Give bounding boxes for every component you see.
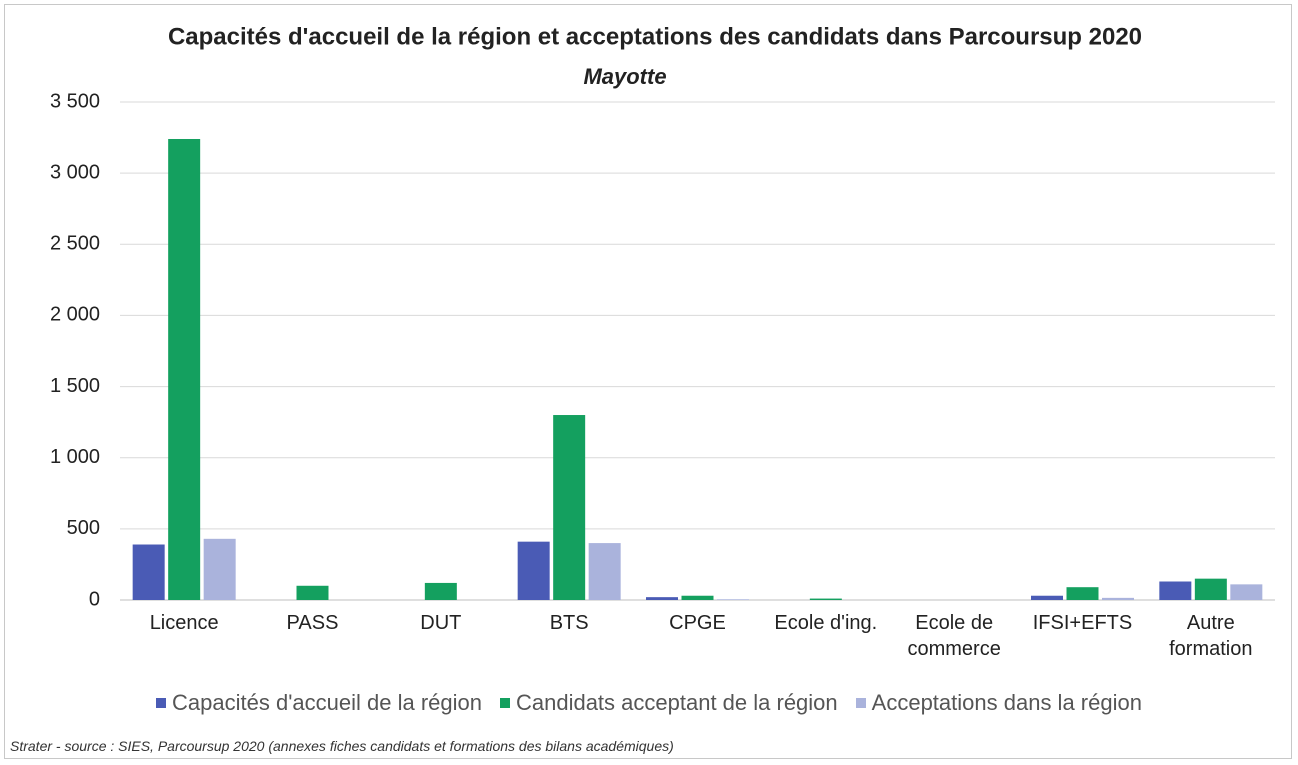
legend: Capacités d'accueil de la région Candidat… [0, 690, 1298, 716]
bar [646, 597, 678, 600]
x-tick-label-box: PASS [286, 612, 339, 634]
x-tick-label: Autre formation [1169, 612, 1253, 660]
y-tick-label: 2 000 [50, 304, 100, 326]
x-tick-label-box: Ecole d'ing. [774, 612, 878, 634]
x-tick-label-box: Ecole de commerce [907, 612, 1001, 660]
x-tick-label-box: DUT [420, 612, 462, 634]
bar [1159, 581, 1192, 600]
bar [809, 598, 842, 600]
y-tick-label: 0 [89, 588, 100, 610]
legend-swatch [855, 698, 866, 708]
bar [132, 544, 165, 600]
y-tick-label: 3 500 [50, 90, 100, 112]
bar [1066, 587, 1099, 600]
bar [588, 543, 621, 600]
legend-item: Capacités d'accueil de la région [156, 690, 482, 716]
x-tick-label-box: Autre formation [1169, 612, 1253, 660]
legend-swatch [156, 698, 167, 708]
x-tick-label-box: IFSI+EFTS [1032, 612, 1133, 634]
bar [203, 538, 236, 600]
source-note: Strater - source : SIES, Parcoursup 2020… [10, 738, 674, 754]
bar [553, 415, 586, 600]
bar [296, 585, 329, 600]
x-tick-label: Licence [149, 612, 219, 634]
bar [1031, 595, 1063, 600]
y-tick-label: 500 [67, 517, 100, 539]
legend-label: Capacités d'accueil de la région [172, 690, 482, 715]
x-tick-label-box: BTS [549, 612, 589, 634]
bar [1102, 597, 1134, 600]
bar [681, 595, 714, 600]
chart-title: Capacités d'accueil de la région et acce… [168, 23, 1142, 50]
legend-item: Acceptations dans la région [855, 690, 1142, 716]
y-tick-label: 1 500 [50, 375, 100, 397]
y-tick-label: 1 000 [50, 446, 100, 468]
chart: Capacités d'accueil de la région et acce… [50, 23, 1275, 660]
x-tick-label: Ecole d'ing. [774, 612, 878, 634]
bar [717, 599, 749, 600]
legend-label: Acceptations dans la région [871, 690, 1142, 715]
y-tick-label: 2 500 [50, 233, 100, 255]
x-tick-label: Ecole de commerce [907, 612, 1001, 660]
x-tick-label: BTS [549, 612, 589, 634]
legend-item: Candidats acceptant de la région [499, 690, 838, 716]
bar [168, 138, 201, 600]
legend-label: Candidats acceptant de la région [515, 690, 838, 715]
x-tick-label: PASS [286, 612, 339, 634]
bar [1230, 584, 1263, 600]
y-tick-label: 3 000 [50, 161, 100, 183]
x-tick-label: DUT [420, 612, 462, 634]
x-tick-label: IFSI+EFTS [1032, 612, 1133, 634]
bar [424, 582, 457, 600]
bar [1194, 578, 1227, 600]
x-tick-label-box: Licence [149, 612, 219, 634]
legend-swatch [499, 698, 510, 708]
chart-subtitle: Mayotte [583, 64, 666, 89]
x-tick-label: CPGE [669, 612, 726, 634]
x-tick-label-box: CPGE [669, 612, 726, 634]
bar [517, 541, 550, 600]
frame [4, 4, 1292, 759]
